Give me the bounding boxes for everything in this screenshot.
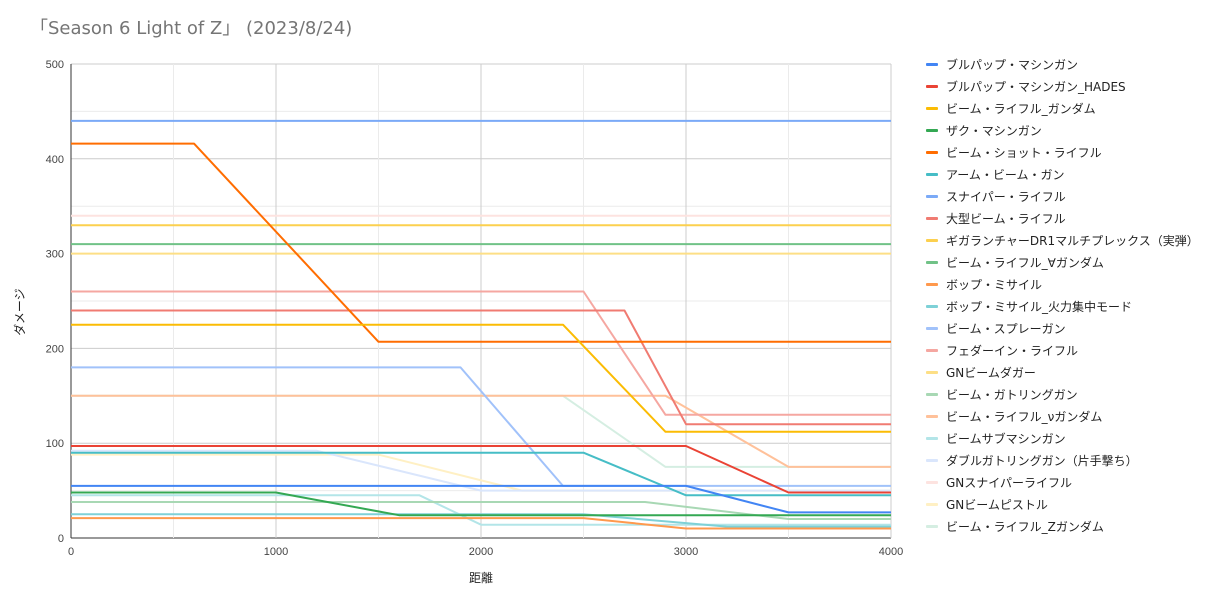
y-tick-label: 300	[46, 249, 64, 261]
series-line	[71, 451, 891, 497]
legend-swatch	[926, 480, 938, 484]
legend-label: ビーム・ライフル_∀ガンダム	[946, 255, 1104, 270]
legend-item[interactable]: スナイパー・ライフル	[926, 185, 1199, 207]
legend-label: スナイパー・ライフル	[946, 189, 1066, 204]
series-line	[71, 366, 891, 487]
legend-item[interactable]: ビーム・ライフル_Zガンダム	[926, 515, 1199, 537]
legend-swatch	[926, 106, 938, 110]
legend-swatch	[926, 194, 938, 198]
legend-swatch	[926, 414, 938, 418]
x-tick-label: 0	[68, 546, 74, 558]
axis-ticks: 0 100 200 300 400 500 0 1000 2000 3000 4000	[46, 59, 904, 558]
legend-label: ダブルガトリングガン（片手撃ち）	[946, 453, 1138, 468]
legend-label: フェダーイン・ライフル	[946, 343, 1079, 358]
series-line	[71, 323, 891, 433]
y-tick-label: 200	[46, 343, 64, 355]
series-lines	[71, 119, 891, 530]
legend-swatch	[926, 502, 938, 506]
legend-item[interactable]: ギガランチャーDR1マルチプレックス（実弾）	[926, 229, 1199, 251]
legend-label: GNスナイパーライフル	[946, 475, 1073, 490]
legend-swatch	[926, 524, 938, 528]
x-tick-label: 4000	[879, 546, 903, 558]
legend-item[interactable]: ビームサブマシンガン	[926, 427, 1199, 449]
legend-label: ビーム・ライフル_ガンダム	[946, 101, 1096, 116]
legend-label: ギガランチャーDR1マルチプレックス（実弾）	[946, 233, 1199, 248]
legend-label: ビーム・スプレーガン	[946, 321, 1066, 336]
series-line	[71, 142, 891, 343]
y-tick-label: 400	[46, 154, 64, 166]
x-tick-label: 3000	[674, 546, 698, 558]
legend-swatch	[926, 216, 938, 220]
y-tick-label: 100	[46, 438, 64, 450]
legend-label: ザク・マシンガン	[946, 123, 1042, 138]
legend-label: GNビームピストル	[946, 497, 1048, 512]
legend-item[interactable]: GNビームダガー	[926, 361, 1199, 383]
legend-item[interactable]: ビーム・スプレーガン	[926, 317, 1199, 339]
legend-swatch	[926, 84, 938, 88]
legend-item[interactable]: GNスナイパーライフル	[926, 471, 1199, 493]
legend-item[interactable]: ビーム・ガトリングガン	[926, 383, 1199, 405]
legend-label: ブルパップ・マシンガン	[946, 57, 1079, 72]
legend-swatch	[926, 436, 938, 440]
legend-label: ビーム・ガトリングガン	[946, 387, 1078, 402]
legend-item[interactable]: フェダーイン・ライフル	[926, 339, 1199, 361]
series-line	[71, 513, 891, 528]
legend-swatch	[926, 392, 938, 396]
x-tick-label: 1000	[264, 546, 288, 558]
legend-label: ビーム・ライフル_Zガンダム	[946, 519, 1104, 534]
series-line	[71, 445, 891, 494]
chart-title: 「Season 6 Light of Z」 (2023/8/24)	[30, 18, 353, 39]
legend-swatch	[926, 370, 938, 374]
legend-label: ビーム・ライフル_νガンダム	[946, 409, 1103, 424]
legend-item[interactable]: アーム・ビーム・ガン	[926, 163, 1199, 185]
legend-item[interactable]: ビーム・ライフル_νガンダム	[926, 405, 1199, 427]
legend-item[interactable]: ブルパップ・マシンガン_HADES	[926, 75, 1199, 97]
series-line	[71, 309, 891, 426]
series-line	[71, 449, 891, 492]
legend-item[interactable]: ブルパップ・マシンガン	[926, 53, 1199, 75]
series-line	[71, 484, 891, 514]
legend-swatch	[926, 326, 938, 330]
legend-swatch	[926, 172, 938, 176]
legend-label: ボップ・ミサイル_火力集中モード	[946, 299, 1133, 314]
legend-swatch	[926, 150, 938, 154]
legend-item[interactable]: ビーム・ライフル_ガンダム	[926, 97, 1199, 119]
series-line	[71, 491, 891, 517]
legend-item[interactable]: ボップ・ミサイル_火力集中モード	[926, 295, 1199, 317]
legend-label: 大型ビーム・ライフル	[946, 211, 1066, 226]
legend-item[interactable]: ダブルガトリングガン（片手撃ち）	[926, 449, 1199, 471]
legend-swatch	[926, 458, 938, 462]
legend-label: ビーム・ショット・ライフル	[946, 145, 1102, 160]
y-tick-label: 500	[46, 59, 64, 71]
legend-label: ビームサブマシンガン	[946, 431, 1066, 446]
series-line	[71, 494, 891, 526]
series-line	[71, 501, 891, 520]
series-line	[71, 517, 891, 530]
legend-item[interactable]: ビーム・ショット・ライフル	[926, 141, 1199, 163]
legend-item[interactable]: ザク・マシンガン	[926, 119, 1199, 141]
legend-item[interactable]: ビーム・ライフル_∀ガンダム	[926, 251, 1199, 273]
x-tick-label: 2000	[469, 546, 493, 558]
series-line	[71, 290, 891, 416]
y-axis-title: ダメージ	[12, 288, 27, 335]
legend: ブルパップ・マシンガンブルパップ・マシンガン_HADES ビーム・ライフル_ガンダ…	[926, 53, 1199, 537]
legend-swatch	[926, 62, 938, 66]
legend-item[interactable]: 大型ビーム・ライフル	[926, 207, 1199, 229]
y-tick-label: 0	[58, 533, 64, 545]
legend-swatch	[926, 238, 938, 242]
legend-swatch	[926, 304, 938, 308]
legend-swatch	[926, 260, 938, 264]
legend-item[interactable]: GNビームピストル	[926, 493, 1199, 515]
legend-label: ボップ・ミサイル	[946, 277, 1043, 292]
legend-item[interactable]: ボップ・ミサイル	[926, 273, 1199, 295]
legend-label: GNビームダガー	[946, 365, 1036, 380]
legend-label: ブルパップ・マシンガン_HADES	[946, 79, 1126, 94]
x-axis-title: 距離	[469, 571, 493, 585]
legend-swatch	[926, 348, 938, 352]
legend-swatch	[926, 128, 938, 132]
legend-swatch	[926, 282, 938, 286]
legend-label: アーム・ビーム・ガン	[946, 167, 1065, 182]
